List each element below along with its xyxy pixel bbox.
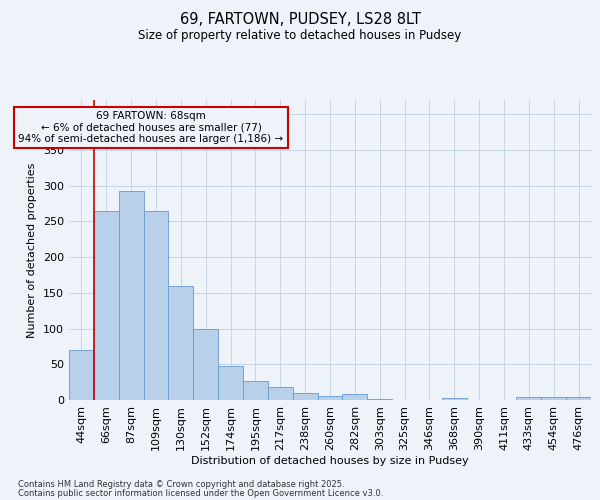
Text: 69 FARTOWN: 68sqm
← 6% of detached houses are smaller (77)
94% of semi-detached : 69 FARTOWN: 68sqm ← 6% of detached house… <box>19 110 284 144</box>
Text: Contains public sector information licensed under the Open Government Licence v3: Contains public sector information licen… <box>18 489 383 498</box>
Bar <box>193 330 218 400</box>
Bar <box>442 398 467 400</box>
Bar <box>94 210 119 400</box>
Bar <box>517 397 541 400</box>
Text: Contains HM Land Registry data © Crown copyright and database right 2025.: Contains HM Land Registry data © Crown c… <box>18 480 344 489</box>
Bar <box>367 398 392 400</box>
X-axis label: Distribution of detached houses by size in Pudsey: Distribution of detached houses by size … <box>191 456 469 466</box>
Y-axis label: Number of detached properties: Number of detached properties <box>28 162 37 338</box>
Bar <box>169 286 193 400</box>
Bar <box>218 366 243 400</box>
Bar <box>69 350 94 400</box>
Bar <box>541 397 566 400</box>
Bar <box>566 397 591 400</box>
Bar <box>143 210 169 400</box>
Bar <box>343 394 367 400</box>
Bar <box>243 380 268 400</box>
Bar <box>119 190 143 400</box>
Text: Size of property relative to detached houses in Pudsey: Size of property relative to detached ho… <box>139 29 461 42</box>
Text: 69, FARTOWN, PUDSEY, LS28 8LT: 69, FARTOWN, PUDSEY, LS28 8LT <box>179 12 421 28</box>
Bar <box>317 396 343 400</box>
Bar <box>293 393 317 400</box>
Bar <box>268 387 293 400</box>
